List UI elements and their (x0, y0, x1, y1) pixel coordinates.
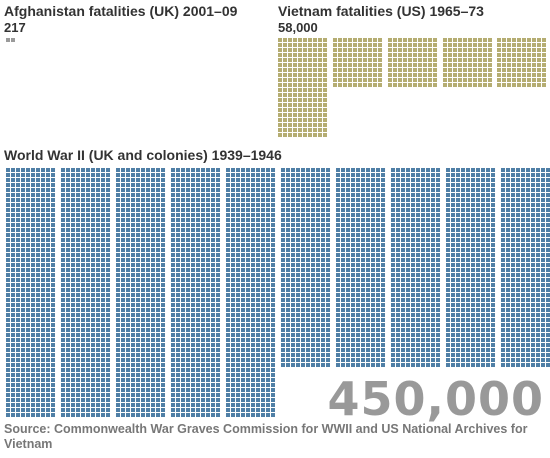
ww2-value-label: 450,000 (327, 372, 544, 426)
ww2-block (501, 168, 550, 217)
vietnam-block (278, 38, 327, 87)
vietnam-title: Vietnam fatalities (US) 1965–73 (278, 3, 484, 19)
ww2-block (336, 318, 385, 367)
vietnam-block (278, 88, 327, 137)
ww2-block (281, 268, 330, 317)
ww2-block (171, 268, 220, 317)
ww2-block (116, 368, 165, 417)
vietnam-block (497, 38, 546, 87)
ww2-block (336, 218, 385, 267)
ww2-block (171, 368, 220, 417)
ww2-block (226, 368, 275, 417)
ww2-block (226, 168, 275, 217)
ww2-block (391, 168, 440, 217)
ww2-block (281, 318, 330, 367)
ww2-block (391, 318, 440, 367)
ww2-block (391, 218, 440, 267)
ww2-block (171, 218, 220, 267)
ww2-block (6, 168, 55, 217)
ww2-block (446, 168, 495, 217)
afghanistan-value-label: 217 (4, 20, 26, 35)
ww2-block (391, 268, 440, 317)
ww2-block (336, 168, 385, 217)
ww2-block (116, 218, 165, 267)
ww2-block (226, 318, 275, 367)
vietnam-value-label: 58,000 (278, 20, 318, 35)
ww2-block (171, 168, 220, 217)
ww2-block (281, 168, 330, 217)
ww2-block (501, 218, 550, 267)
ww2-block (501, 268, 550, 317)
ww2-block (171, 318, 220, 367)
ww2-block (6, 218, 55, 267)
ww2-title: World War II (UK and colonies) 1939–1946 (4, 147, 282, 163)
ww2-block (446, 318, 495, 367)
ww2-block (116, 268, 165, 317)
ww2-block (226, 268, 275, 317)
ww2-block (6, 268, 55, 317)
vietnam-block (443, 38, 492, 87)
afghanistan-block (6, 38, 15, 42)
ww2-block (6, 368, 55, 417)
ww2-block (446, 268, 495, 317)
ww2-block (336, 268, 385, 317)
ww2-block (61, 168, 110, 217)
ww2-block (61, 268, 110, 317)
ww2-block (281, 218, 330, 267)
ww2-block (116, 168, 165, 217)
ww2-block (446, 218, 495, 267)
ww2-block (6, 318, 55, 367)
afghanistan-title: Afghanistan fatalities (UK) 2001–09 (4, 3, 238, 19)
ww2-block (226, 218, 275, 267)
ww2-block (501, 318, 550, 367)
ww2-block (61, 218, 110, 267)
ww2-block (61, 318, 110, 367)
vietnam-block (333, 38, 382, 87)
vietnam-block (388, 38, 437, 87)
ww2-block (61, 368, 110, 417)
ww2-block (116, 318, 165, 367)
source-note: Source: Commonwealth War Graves Commissi… (4, 422, 528, 451)
